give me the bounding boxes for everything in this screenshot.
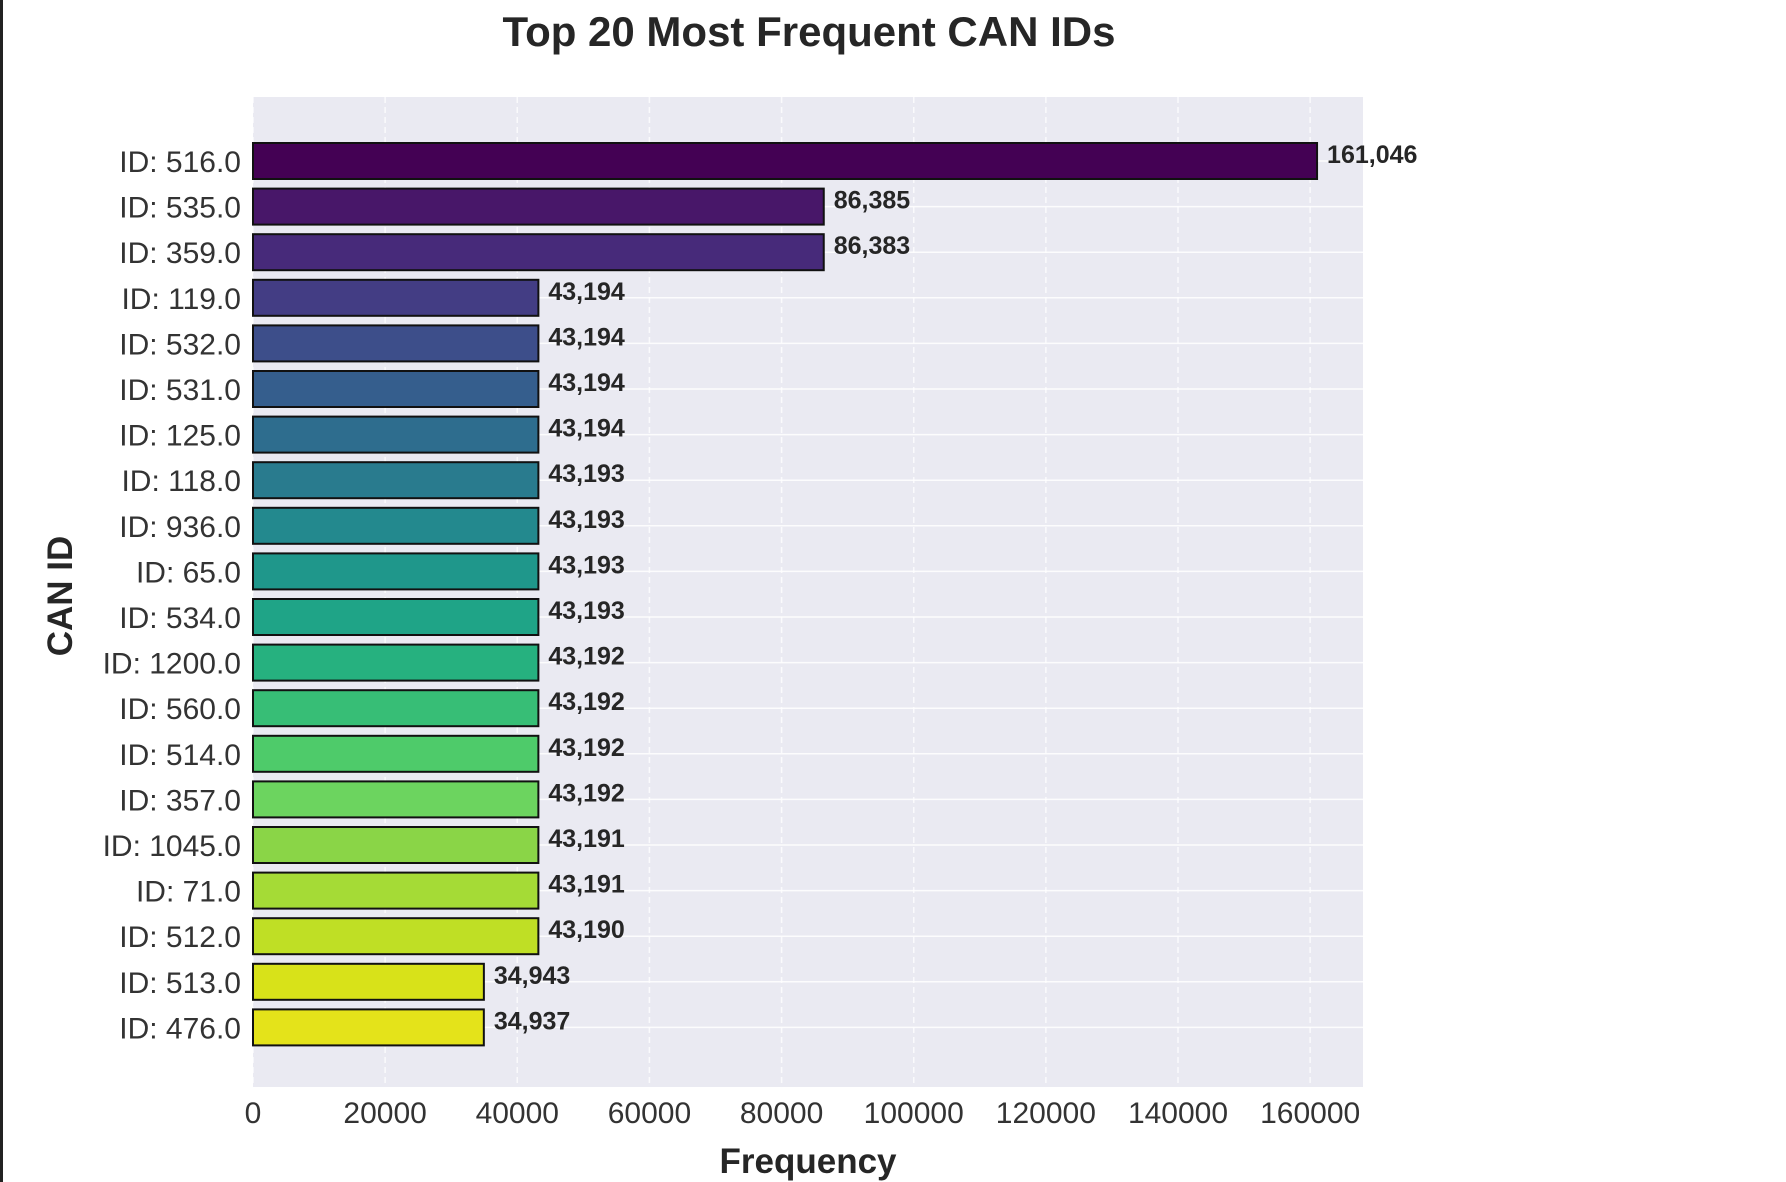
- x-tick-label: 160000: [1260, 1097, 1360, 1130]
- data-label: 43,193: [548, 460, 624, 488]
- bar: [252, 826, 540, 864]
- data-label: 43,194: [548, 278, 625, 306]
- y-tick-label: ID: 357.0: [119, 784, 241, 817]
- data-label: 43,190: [548, 916, 624, 944]
- y-tick-label: ID: 535.0: [119, 192, 241, 225]
- y-tick-label: ID: 532.0: [119, 328, 241, 361]
- bar: [252, 278, 540, 317]
- y-tick-label: ID: 118.0: [121, 465, 241, 498]
- y-tick-label: ID: 560.0: [119, 693, 241, 726]
- data-label: 43,192: [548, 779, 624, 807]
- bar: [252, 780, 540, 819]
- y-tick-label: ID: 516.0: [119, 146, 241, 179]
- y-tick-label: ID: 513.0: [119, 967, 241, 1000]
- x-tick-label: 140000: [1128, 1097, 1228, 1130]
- y-tick-label: ID: 119.0: [121, 283, 241, 316]
- y-tick-label: ID: 936.0: [119, 511, 241, 544]
- data-label: 161,046: [1327, 141, 1417, 169]
- y-tick-label: ID: 359.0: [119, 237, 241, 270]
- frame-border: [0, 0, 3, 1182]
- bar: [252, 643, 540, 682]
- data-label: 43,193: [548, 551, 624, 579]
- bar: [252, 598, 540, 636]
- bar: [252, 324, 540, 363]
- y-tick-label: ID: 125.0: [119, 420, 241, 453]
- data-label: 43,193: [548, 597, 624, 625]
- bar: [252, 415, 540, 454]
- y-axis-title: CAN ID: [41, 536, 80, 657]
- bar: [252, 962, 485, 1001]
- data-label: 43,192: [548, 643, 624, 671]
- bar: [252, 187, 825, 226]
- x-axis-title: Frequency: [720, 1142, 898, 1181]
- x-tick-label: 20000: [343, 1097, 426, 1130]
- data-label: 43,192: [548, 688, 624, 716]
- x-tick-label: 0: [245, 1097, 262, 1130]
- data-label: 43,194: [548, 323, 625, 351]
- y-tick-label: ID: 1045.0: [103, 830, 241, 863]
- y-tick-label: ID: 71.0: [136, 876, 241, 909]
- x-tick-label: 120000: [996, 1097, 1096, 1130]
- x-tick-label: 100000: [864, 1097, 964, 1130]
- x-tick-label: 40000: [476, 1097, 559, 1130]
- bar: [252, 734, 540, 773]
- x-tick-label: 80000: [740, 1097, 823, 1130]
- y-tick-label: ID: 512.0: [119, 921, 241, 954]
- y-tick-label: ID: 534.0: [119, 602, 241, 635]
- data-label: 34,943: [494, 962, 570, 990]
- bar: [252, 552, 540, 591]
- bar: [252, 689, 540, 728]
- data-label: 43,194: [548, 415, 625, 443]
- bar: [252, 142, 1319, 180]
- data-label: 43,191: [548, 825, 625, 853]
- bars: [252, 142, 1319, 1047]
- bar: [252, 461, 540, 500]
- x-tick-label: 60000: [608, 1097, 691, 1130]
- y-tick-label: ID: 1200.0: [103, 648, 241, 681]
- y-tick-label: ID: 476.0: [119, 1012, 241, 1045]
- data-label: 86,385: [834, 187, 911, 215]
- y-tick-label: ID: 531.0: [119, 374, 241, 407]
- bar: [252, 506, 540, 545]
- bar: [252, 1008, 485, 1047]
- y-tick-label: ID: 65.0: [136, 556, 241, 589]
- data-label: 43,192: [548, 734, 624, 762]
- y-tick-labels: ID: 516.0 ID: 535.0 ID: 359.0 ID: 119.0 ID: …: [103, 146, 241, 1045]
- data-label: 34,937: [494, 1007, 570, 1035]
- data-label: 43,193: [548, 506, 624, 534]
- x-tick-labels: 0 20000 40000 60000 80000 100000 120000 140000 1…: [245, 1097, 1361, 1130]
- bar: [252, 370, 540, 408]
- bar: [252, 871, 540, 910]
- value-labels: 161,046 86,385 86,383 43,194 43,194 43,194 43,…: [494, 141, 1418, 1035]
- chart-title: Top 20 Most Frequent CAN IDs: [503, 8, 1116, 55]
- data-label: 43,191: [548, 871, 625, 899]
- data-label: 86,383: [834, 232, 910, 260]
- bar: [252, 917, 540, 956]
- bar: [252, 233, 825, 272]
- data-label: 43,194: [548, 369, 625, 397]
- y-tick-label: ID: 514.0: [119, 739, 241, 772]
